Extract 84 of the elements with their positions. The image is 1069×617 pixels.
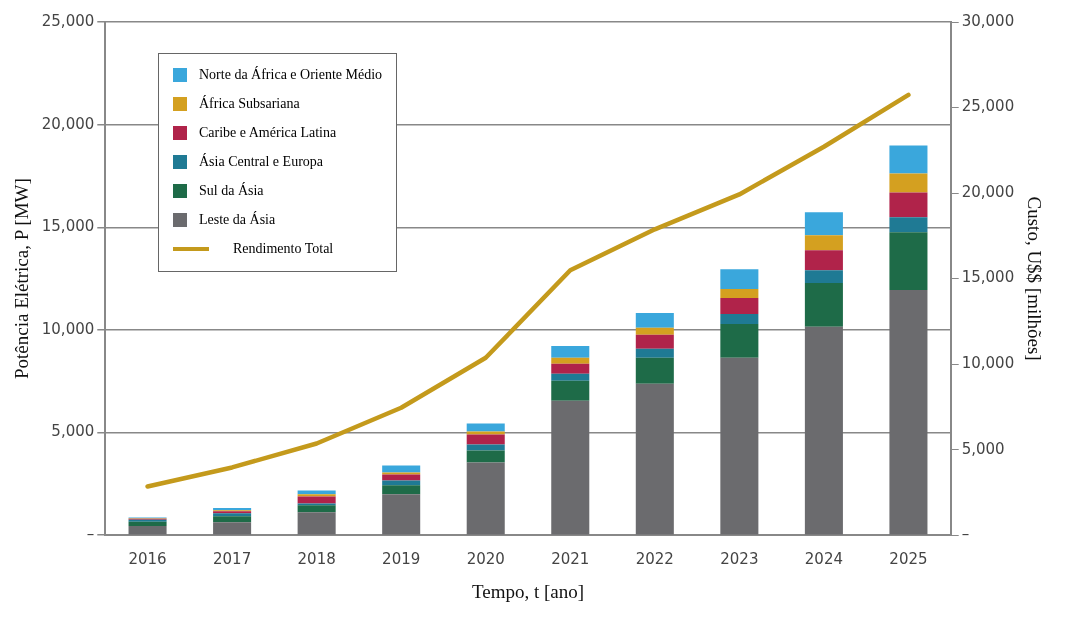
- bar: [466, 450, 505, 463]
- bar: [889, 290, 928, 535]
- bar: [551, 373, 590, 381]
- x-tick-label: 2018: [297, 550, 336, 569]
- bar: [635, 327, 674, 335]
- bar: [297, 512, 336, 535]
- bar: [551, 380, 590, 401]
- bar: [382, 474, 421, 481]
- bar: [213, 522, 252, 535]
- bar: [466, 462, 505, 535]
- y2-tick-label: 10,000: [961, 354, 1015, 373]
- bar: [466, 431, 505, 435]
- bar: [804, 212, 843, 236]
- bar: [382, 480, 421, 486]
- bar: [128, 521, 167, 526]
- bar: [804, 270, 843, 284]
- x-tick-label: 2024: [804, 550, 843, 569]
- bar: [720, 289, 759, 299]
- bar: [297, 505, 336, 513]
- bar: [551, 357, 590, 364]
- bar: [297, 494, 336, 497]
- bar: [466, 444, 505, 451]
- legend-label: Rendimento Total: [233, 240, 334, 257]
- bar: [804, 326, 843, 535]
- bar: [635, 334, 674, 349]
- bar: [720, 323, 759, 358]
- x-tick-label: 2017: [213, 550, 252, 569]
- y-axis-title: Potência Elétrica, P [MW]: [11, 178, 33, 380]
- y-tick-label: 10,000: [41, 319, 95, 338]
- bar: [213, 516, 252, 523]
- y2-tick-label: 5,000: [961, 439, 1005, 458]
- bar: [551, 363, 590, 374]
- bar: [635, 383, 674, 535]
- bar: [720, 269, 759, 290]
- y2-tick-label: 20,000: [961, 182, 1015, 201]
- bar: [720, 357, 759, 535]
- x-tick-label: 2022: [635, 550, 674, 569]
- x-tick-label: 2016: [128, 550, 167, 569]
- x-tick-label: 2025: [889, 550, 928, 569]
- bar: [889, 173, 928, 193]
- y-tick-label: 20,000: [41, 114, 95, 133]
- y-tick-label: –: [86, 525, 95, 544]
- bar: [382, 472, 421, 475]
- bar: [128, 525, 167, 535]
- bar: [804, 235, 843, 251]
- bar: [889, 192, 928, 218]
- bar: [382, 485, 421, 495]
- bar: [804, 250, 843, 271]
- bar: [720, 313, 759, 324]
- legend-label: Ásia Central e Europa: [199, 153, 324, 170]
- legend-label: Leste da Ásia: [199, 211, 276, 228]
- bar: [804, 283, 843, 327]
- y-tick-label: 5,000: [51, 422, 95, 441]
- legend-label: Norte da África e Oriente Médio: [199, 66, 383, 83]
- y-tick-label: 15,000: [41, 217, 95, 236]
- bar: [635, 348, 674, 358]
- bar: [720, 298, 759, 314]
- bar: [297, 496, 336, 504]
- x-tick-label: 2023: [720, 550, 759, 569]
- bar: [551, 400, 590, 535]
- bar: [551, 345, 590, 358]
- x-axis-title: Tempo, t [ano]: [471, 580, 585, 602]
- x-tick-label: 2020: [466, 550, 505, 569]
- y2-tick-label: 30,000: [961, 11, 1015, 30]
- bar: [635, 312, 674, 328]
- y2-axis-title: Custo, U$$ [milhões]: [1023, 196, 1045, 361]
- legend-label: Caribe e América Latina: [199, 124, 337, 141]
- bar: [382, 465, 421, 473]
- bar: [889, 145, 928, 174]
- bar: [297, 490, 336, 495]
- y2-tick-label: –: [961, 525, 970, 544]
- bar: [889, 217, 928, 233]
- bar: [466, 434, 505, 445]
- bar: [382, 494, 421, 535]
- bar: [889, 232, 928, 291]
- x-tick-label: 2019: [382, 550, 421, 569]
- y-tick-label: 25,000: [41, 11, 95, 30]
- legend-label: Sul da Ásia: [199, 182, 264, 199]
- y2-tick-label: 15,000: [961, 268, 1015, 287]
- legend-label: África Subsariana: [199, 95, 300, 112]
- bar: [466, 423, 505, 432]
- x-tick-label: 2021: [551, 550, 590, 569]
- y2-tick-label: 25,000: [961, 97, 1015, 116]
- bar: [635, 357, 674, 384]
